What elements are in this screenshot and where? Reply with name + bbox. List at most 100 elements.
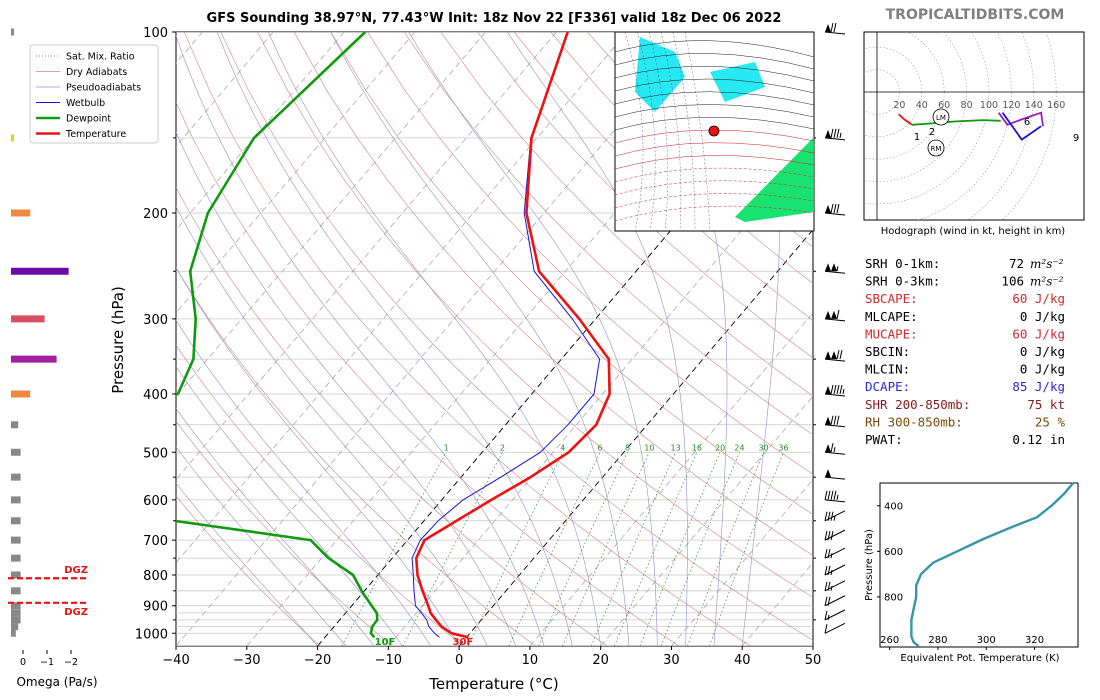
index-label: SRH 0-1km: [865, 256, 940, 271]
skewt-curves [176, 32, 611, 639]
wind-barb-flag [833, 203, 837, 214]
omega-bar [11, 421, 19, 429]
index-value: 72 [1009, 256, 1024, 271]
wind-barb-flag [824, 581, 828, 591]
skewt-grid: 1 2 4 6 8 10 13 16 20 24 30 36 [176, 32, 813, 646]
omega-bar [11, 629, 16, 637]
x-tick-label: 30 [663, 653, 680, 668]
map-isobar-contour [614, 180, 815, 196]
mix-ratio-label: 8 [625, 443, 630, 452]
wind-barb [824, 309, 846, 322]
mix-ratio-label: 24 [734, 443, 744, 452]
wind-barb-flag [824, 624, 828, 634]
wind-barb-pennant [831, 351, 837, 360]
wind-barb-flag [833, 415, 837, 425]
y-tick-label: 300 [143, 313, 168, 328]
wind-barb [824, 203, 846, 216]
isotherm-line [458, 228, 813, 646]
dgz-label: DGZ [64, 607, 88, 618]
dry-adiabat-line [477, 32, 813, 359]
pseudoadiabat-line [176, 319, 432, 646]
wind-barb [824, 350, 846, 362]
omega-bar [11, 571, 21, 579]
index-value: 25 % [1035, 414, 1066, 429]
mix-ratio-label: 2 [500, 443, 505, 452]
omega-bar [11, 267, 69, 275]
wind-barb-pennant [825, 385, 831, 394]
index-label: DCAPE: [865, 379, 910, 394]
y-tick-label: 900 [143, 600, 168, 615]
omega-bar [11, 355, 57, 363]
wind-barb-flag [830, 22, 834, 33]
mix-ratio-line [508, 452, 601, 646]
hodograph-ring-label: 120 [1002, 100, 1020, 111]
index-value: 0 J/kg [1020, 362, 1065, 377]
map-thickness-contour [624, 31, 644, 232]
map-isobar-contour [614, 78, 815, 94]
legend-label: Pseudoadiabats [66, 83, 141, 94]
pseudoadiabat-line [176, 407, 375, 646]
omega-bar [11, 602, 21, 610]
isotherm-line [176, 32, 416, 314]
wind-barb-flag [830, 128, 834, 138]
wind-barb-staff [824, 476, 846, 480]
map-thickness-contour [672, 31, 696, 232]
pseudoadiabat-line [330, 32, 630, 646]
thetae-x-tick-label: 320 [1025, 635, 1044, 646]
hodograph-ring-label: 60 [938, 100, 950, 111]
index-value: 60 J/kg [1012, 291, 1065, 306]
legend-label: Sat. Mix. Ratio [66, 52, 135, 63]
wind-barb-pennant [831, 310, 837, 319]
wind-barb [824, 609, 846, 621]
storm-motion-marker [932, 108, 950, 126]
pseudoadiabat-line [176, 267, 460, 646]
skewt-ticks: −40 −30 −20 −10 0 10 20 30 40 50 100 200 300 400 500 60… [135, 26, 821, 668]
wind-barb [824, 415, 846, 428]
x-tick-label: 10 [522, 653, 539, 668]
index-unit: m²s⁻² [1030, 257, 1064, 271]
legend-label: Temperature [65, 129, 126, 140]
hodograph-height-label: 6 [1024, 117, 1030, 128]
wind-barb-flag [830, 490, 834, 500]
pseudoadiabat-line [176, 482, 318, 646]
skewt-xlabel: Temperature (°C) [428, 675, 558, 693]
index-label: RH 300-850mb: [865, 414, 963, 429]
omega-bar [11, 448, 21, 456]
precip-rain-area [735, 137, 814, 222]
mix-ratio-line [590, 452, 676, 646]
index-value: 0.12 in [1012, 432, 1065, 447]
hodograph-height-label: 1 [914, 132, 920, 143]
y-tick-label: 1000 [135, 627, 168, 642]
y-tick-label: 100 [143, 26, 168, 41]
x-tick-label: 0 [455, 653, 463, 668]
wind-barb-pennant [831, 263, 837, 272]
hodograph-ring-label: 100 [980, 100, 998, 111]
mix-ratio-label: 13 [671, 443, 681, 452]
omega-bar [11, 517, 21, 525]
wind-barb-flag [836, 415, 840, 425]
legend-label: Dewpoint [66, 114, 111, 125]
thetae-x-tick-label: 300 [977, 635, 996, 646]
wind-barb-flag [839, 350, 843, 360]
mix-ratio-line [687, 452, 764, 646]
wind-barb [824, 128, 846, 141]
dewpoint-surface-label: 10F [375, 637, 396, 648]
omega-bar [11, 134, 14, 142]
wind-barb-flag [827, 511, 831, 521]
dewpoint-profile-line [176, 32, 379, 639]
pseudoadiabat-line [176, 35, 545, 646]
temperature-surface-label: 30F [452, 637, 473, 648]
dry-adiabat-line [257, 32, 813, 598]
wind-barb-pennant [825, 469, 831, 478]
wind-barb-flag [827, 565, 831, 576]
wind-barb-flag [833, 384, 837, 395]
hodograph-height-label: 9 [1073, 133, 1079, 144]
wind-barb-flag [830, 203, 834, 214]
wind-barb-staff [824, 31, 846, 35]
pseudoadiabat-line [741, 32, 780, 646]
map-isobar-contour [614, 155, 815, 170]
omega-xlabel: Omega (Pa/s) [16, 675, 97, 689]
x-tick-label: 20 [592, 653, 609, 668]
wind-barb [824, 490, 846, 503]
map-isobar-contour [614, 53, 815, 70]
